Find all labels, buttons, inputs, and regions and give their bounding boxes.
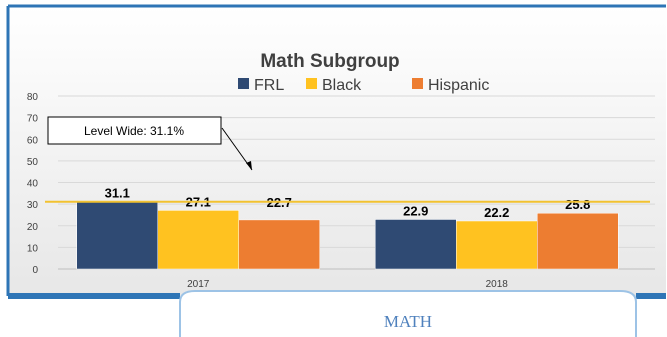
y-tick-label: 10	[27, 243, 39, 254]
y-tick-label: 80	[27, 92, 39, 103]
bar-frl-2017	[76, 201, 158, 270]
x-tick-label: 2018	[486, 279, 509, 290]
x-axis: 2017 2018	[187, 279, 508, 290]
legend-label: Hispanic	[428, 77, 489, 94]
chart-title: Math Subgroup	[260, 51, 399, 72]
data-label: 22.9	[403, 203, 428, 218]
bar-frl-2018	[375, 219, 457, 270]
bars	[76, 201, 619, 270]
y-tick-label: 50	[27, 157, 39, 168]
caption-tab	[179, 290, 637, 337]
annotation-text: Level Wide: 31.1%	[84, 124, 184, 138]
bar-hispanic-2018	[537, 212, 619, 270]
y-tick-label: 60	[27, 135, 39, 146]
legend-label: Black	[322, 77, 362, 94]
x-tick-label: 2017	[187, 279, 210, 290]
data-label: 25.8	[565, 197, 590, 212]
y-tick-label: 0	[32, 265, 38, 276]
legend-label: FRL	[254, 77, 284, 94]
data-label: 22.2	[484, 205, 509, 220]
legend-swatch	[238, 78, 249, 89]
y-tick-label: 40	[27, 179, 39, 190]
bar-black-2018	[456, 220, 538, 270]
y-tick-label: 20	[27, 222, 39, 233]
y-tick-label: 30	[27, 200, 39, 211]
annotation-box	[47, 116, 222, 145]
y-tick-label: 70	[27, 114, 39, 125]
bar-black-2017	[157, 210, 239, 270]
legend-swatch	[306, 78, 317, 89]
annotation-arrowhead	[246, 161, 252, 170]
caption-label: MATH	[384, 312, 432, 331]
legend: FRL Black Hispanic	[238, 77, 489, 94]
bar-hispanic-2017	[238, 219, 320, 270]
data-label: 31.1	[105, 186, 130, 201]
legend-swatch	[412, 78, 423, 89]
